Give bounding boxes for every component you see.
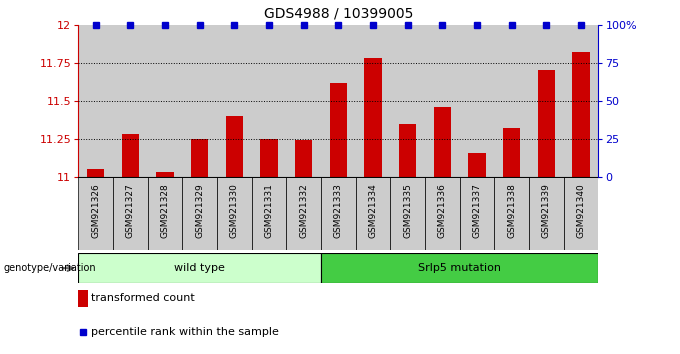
Bar	[252, 25, 286, 177]
Bar	[564, 177, 598, 250]
Text: Srlp5 mutation: Srlp5 mutation	[418, 263, 501, 273]
Bar	[182, 177, 217, 250]
Text: GSM921334: GSM921334	[369, 183, 377, 238]
Text: wild type: wild type	[174, 263, 225, 273]
Bar	[286, 25, 321, 177]
Bar	[390, 177, 425, 250]
Bar	[148, 177, 182, 250]
Bar	[529, 25, 564, 177]
Bar	[182, 25, 217, 177]
Text: GSM921335: GSM921335	[403, 183, 412, 238]
Bar	[356, 177, 390, 250]
Text: GSM921331: GSM921331	[265, 183, 273, 238]
Bar	[564, 25, 598, 177]
Bar	[460, 177, 494, 250]
Bar	[321, 253, 598, 283]
Bar	[217, 177, 252, 250]
Bar	[252, 177, 286, 250]
Text: GSM921339: GSM921339	[542, 183, 551, 238]
Bar	[494, 25, 529, 177]
Bar	[191, 139, 208, 177]
Bar	[113, 177, 148, 250]
Bar	[460, 25, 494, 177]
Bar	[321, 25, 356, 177]
Text: GSM921328: GSM921328	[160, 183, 169, 238]
Bar	[78, 253, 321, 283]
Text: GSM921340: GSM921340	[577, 183, 585, 238]
Bar	[78, 177, 113, 250]
Bar	[494, 177, 529, 250]
Bar	[469, 153, 486, 177]
Text: GSM921326: GSM921326	[91, 183, 100, 238]
Text: genotype/variation: genotype/variation	[3, 263, 96, 273]
Bar	[399, 124, 416, 177]
Bar	[503, 128, 520, 177]
Bar	[122, 135, 139, 177]
Bar	[529, 177, 564, 250]
Bar	[78, 25, 113, 177]
Bar	[425, 25, 460, 177]
Bar	[217, 25, 252, 177]
Bar	[113, 25, 148, 177]
Bar	[286, 177, 321, 250]
Text: GSM921327: GSM921327	[126, 183, 135, 238]
Title: GDS4988 / 10399005: GDS4988 / 10399005	[264, 7, 413, 21]
Text: GSM921336: GSM921336	[438, 183, 447, 238]
Bar	[425, 177, 460, 250]
Bar	[390, 25, 425, 177]
Text: GSM921330: GSM921330	[230, 183, 239, 238]
Bar	[260, 139, 277, 177]
Text: GSM921338: GSM921338	[507, 183, 516, 238]
Text: GSM921337: GSM921337	[473, 183, 481, 238]
Bar	[87, 169, 104, 177]
Text: GSM921333: GSM921333	[334, 183, 343, 238]
Text: GSM921332: GSM921332	[299, 183, 308, 238]
Text: GSM921329: GSM921329	[195, 183, 204, 238]
Bar	[78, 290, 88, 307]
Bar	[321, 177, 356, 250]
Text: transformed count: transformed count	[91, 293, 195, 303]
Bar	[295, 141, 312, 177]
Bar	[148, 25, 182, 177]
Bar	[330, 82, 347, 177]
Bar	[156, 172, 173, 177]
Bar	[538, 70, 555, 177]
Bar	[573, 52, 590, 177]
Bar	[356, 25, 390, 177]
Bar	[434, 107, 451, 177]
Bar	[226, 116, 243, 177]
Text: percentile rank within the sample: percentile rank within the sample	[91, 327, 279, 337]
Bar	[364, 58, 381, 177]
